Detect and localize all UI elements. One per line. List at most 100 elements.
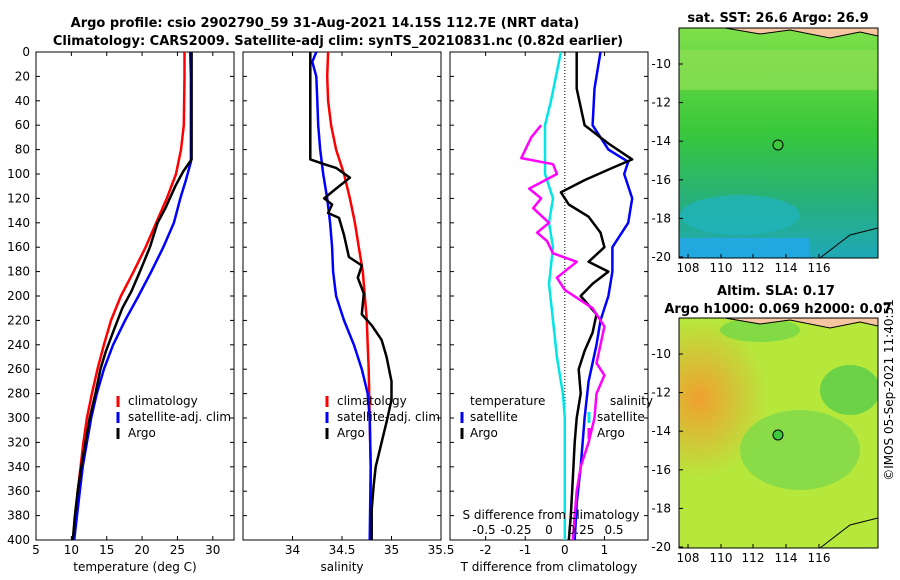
- legend-label-satellite-adj: satellite-adj. clim: [128, 410, 231, 424]
- difference-series: [520, 51, 634, 541]
- s-tick-label: 0: [545, 523, 553, 537]
- s-tick-label: -0.5: [472, 523, 495, 537]
- legend-label-argo: Argo: [128, 426, 156, 440]
- legend-title-salinity: salinity: [610, 394, 653, 408]
- map-lat-label: -14: [651, 134, 671, 148]
- depth-tick-label: 60: [15, 118, 30, 132]
- s-difference-xlabel: S difference from climatology: [463, 508, 640, 522]
- sst-cool-patch: [680, 195, 800, 235]
- x-tick-label: 0: [561, 543, 569, 557]
- depth-tick-label: 200: [7, 289, 30, 303]
- depth-tick-label: 280: [7, 387, 30, 401]
- coastline-south: [819, 517, 878, 548]
- difference-axes-box: [449, 51, 649, 541]
- sst-cold-patch: [679, 238, 809, 258]
- depth-tick-label: 160: [7, 240, 30, 254]
- depth-tick-label: 380: [7, 509, 30, 523]
- s-tick-label: 0.25: [568, 523, 595, 537]
- depth-tick-labels: 0 20 40 60 80 100 120 140 160 180 200 220 240 260 280 3…: [7, 45, 234, 547]
- map-lon-label: 116: [808, 261, 831, 275]
- sla-map-frame: [678, 317, 879, 549]
- x-tick-label: -1: [519, 543, 531, 557]
- x-tick-label: 35.5: [428, 543, 455, 557]
- depth-tick-label: 260: [7, 362, 30, 376]
- temperature-series: [71, 51, 193, 541]
- salinity-panel: 34 34.5 35 35.5 salinity climatology satell…: [242, 51, 455, 574]
- series-line-t-argo: [559, 52, 634, 541]
- temperature-panel: 0 20 40 60 80 100 120 140 160 180 200 220 240 260 280 3…: [7, 45, 235, 574]
- series-line-satellite-adj-clim: [72, 51, 193, 541]
- x-tick-label: -2: [480, 543, 492, 557]
- salinity-series: [309, 51, 393, 541]
- temperature-legend: climatology satellite-adj. clim Argo: [116, 394, 231, 440]
- map-lon-label: 114: [775, 261, 798, 275]
- x-tick-label: 30: [205, 543, 220, 557]
- x-tick-label: 20: [134, 543, 149, 557]
- depth-tick-label: 400: [7, 533, 30, 547]
- legend-title-temperature: temperature: [470, 394, 545, 408]
- depth-tick-label: 300: [7, 411, 30, 425]
- salinity-tick-labels: 34 34.5 35 35.5: [285, 52, 455, 557]
- sla-low-patch: [820, 365, 878, 415]
- coastline-south: [819, 227, 878, 258]
- map-lon-label: 112: [742, 551, 765, 565]
- sst-map-ticks: 108 110 112 114 116 -10 -12 -14 -16 -18 -20: [651, 57, 830, 275]
- map-lat-label: -18: [651, 211, 671, 225]
- sst-map-title: sat. SST: 26.6 Argo: 26.9: [687, 11, 868, 26]
- temperature-tick-labels: 5 10 15 20 25 30: [32, 52, 220, 557]
- difference-ticks: [450, 51, 648, 541]
- depth-tick-label: 140: [7, 216, 30, 230]
- sla-map-ticks: 108 110 112 114 116 -10 -12 -14 -16 -18 -20: [651, 347, 830, 565]
- salinity-axes-box: [242, 51, 442, 541]
- difference-panel: -2 -1 0 1 temperature satellite Argo salini…: [449, 51, 653, 574]
- x-tick-label: 35: [384, 543, 399, 557]
- depth-tick-label: 40: [15, 94, 30, 108]
- figure-title-line1: Argo profile: csio 2902790_59 31-Aug-202…: [71, 16, 580, 31]
- s-tick-label: -0.25: [500, 523, 531, 537]
- depth-tick-label: 0: [22, 45, 30, 59]
- map-lat-label: -12: [651, 96, 671, 110]
- map-lat-label: -14: [651, 424, 671, 438]
- figure-title-line2: Climatology: CARS2009. Satellite-adj cli…: [53, 34, 623, 49]
- x-tick-label: 1: [601, 543, 609, 557]
- map-lat-label: -18: [651, 501, 671, 515]
- depth-tick-label: 360: [7, 484, 30, 498]
- series-line-argo: [309, 52, 393, 540]
- series-line-satellite-adj-clim: [311, 51, 372, 541]
- sla-low-patch: [720, 318, 800, 342]
- depth-tick-label: 20: [15, 69, 30, 83]
- argo-float-marker: [772, 139, 784, 151]
- sla-low-patch: [740, 410, 860, 490]
- legend-label-t-argo: Argo: [470, 426, 498, 440]
- depth-tick-label: 80: [15, 143, 30, 157]
- legend-label-s-argo: Argo: [597, 426, 625, 440]
- x-tick-label: 5: [32, 543, 40, 557]
- map-lat-label: -20: [651, 540, 671, 554]
- map-lon-label: 116: [808, 551, 831, 565]
- map-lat-label: -16: [651, 173, 671, 187]
- temperature-axes-box: [35, 51, 235, 541]
- series-line-t-satellite: [573, 51, 634, 541]
- map-lon-label: 108: [677, 551, 700, 565]
- series-line-s-argo: [520, 124, 606, 541]
- depth-tick-label: 340: [7, 460, 30, 474]
- x-tick-label: 34.5: [329, 543, 356, 557]
- map-lat-label: -12: [651, 386, 671, 400]
- land-coastline: [724, 318, 878, 329]
- s-difference-tick-labels: -0.5 -0.25 0 0.25 0.5: [472, 523, 623, 537]
- map-lat-label: -16: [651, 463, 671, 477]
- difference-legend: temperature satellite Argo salinity sate…: [460, 394, 653, 440]
- x-tick-label: 25: [170, 543, 185, 557]
- map-lat-label: -20: [651, 250, 671, 264]
- sst-map: sat. SST: 26.6 Argo: 26.9 108 110 112 114 11…: [651, 11, 879, 275]
- map-lon-label: 110: [710, 261, 733, 275]
- legend-label-t-satellite: satellite: [470, 410, 518, 424]
- map-lat-label: -10: [651, 347, 671, 361]
- legend-label-argo: Argo: [337, 426, 365, 440]
- imos-watermark: ©IMOS 05-Sep-2021 11:40:51: [882, 299, 896, 481]
- depth-tick-label: 180: [7, 265, 30, 279]
- series-line-climatology: [325, 51, 372, 540]
- depth-tick-label: 120: [7, 191, 30, 205]
- map-lon-label: 114: [775, 551, 798, 565]
- map-lat-label: -10: [651, 57, 671, 71]
